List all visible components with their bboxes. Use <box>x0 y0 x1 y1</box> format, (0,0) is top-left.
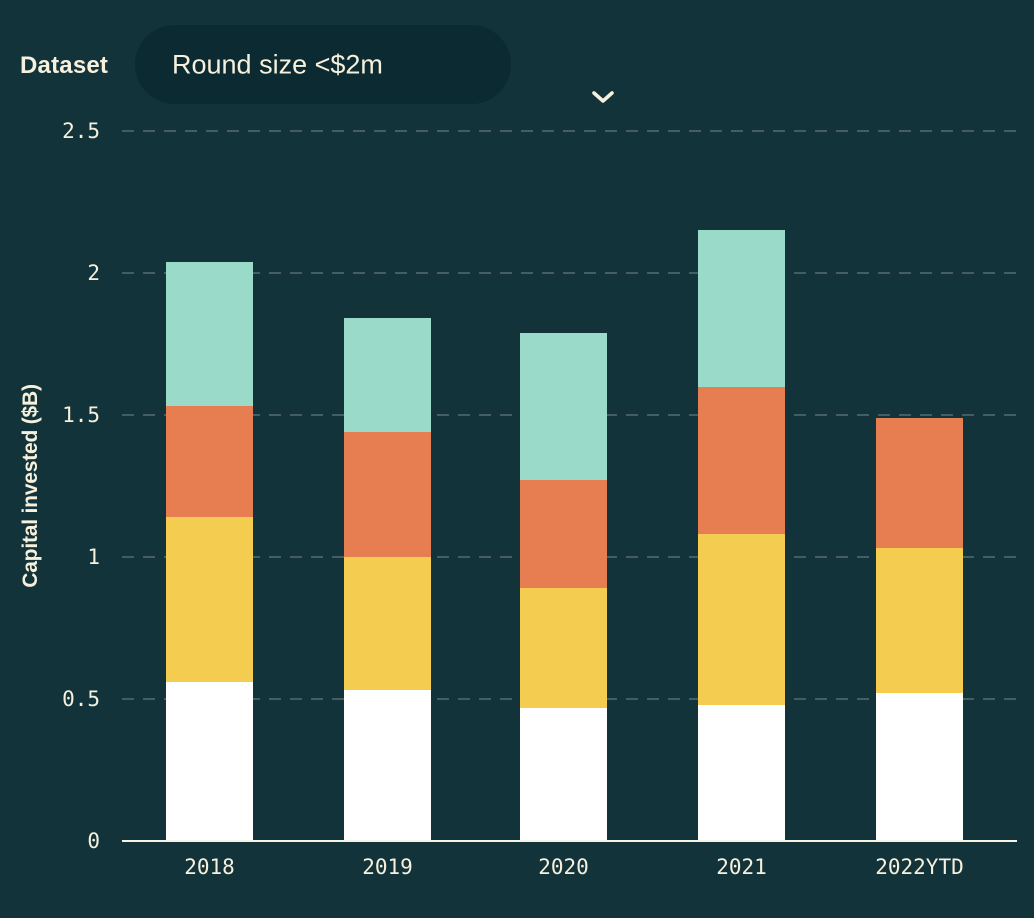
bar-2021-segment-yellow <box>698 534 785 705</box>
dataset-dropdown-value: Round size <$2m <box>172 49 383 79</box>
bar-2020-segment-teal <box>520 332 607 481</box>
bar-2020-segment-orange <box>520 480 607 589</box>
bar-2018-segment-orange <box>166 406 253 518</box>
bar-2022YTD-segment-yellow <box>876 548 963 694</box>
bar-2021-segment-white <box>698 704 785 841</box>
y-tick-label: 0.5 <box>62 687 100 711</box>
dataset-label: Dataset <box>20 52 109 79</box>
bar-2020-segment-yellow <box>520 588 607 708</box>
bar-2019-segment-teal <box>344 318 431 433</box>
gridline-2.5 <box>122 130 1017 132</box>
bar-2021-segment-orange <box>698 386 785 535</box>
bar-2018-segment-white <box>166 681 253 841</box>
x-tick-label-2021: 2021 <box>716 855 767 879</box>
bar-2022YTD-segment-white <box>876 693 963 841</box>
x-axis-line <box>122 840 1017 842</box>
bar-2019-segment-yellow <box>344 557 431 691</box>
bar-2022YTD-segment-orange <box>876 417 963 549</box>
bar-2021-segment-teal <box>698 230 785 387</box>
bar-2018-segment-teal <box>166 261 253 407</box>
chevron-down-icon <box>592 91 614 103</box>
x-tick-label-2018: 2018 <box>184 855 235 879</box>
bar-2019-segment-orange <box>344 432 431 557</box>
x-tick-label-2020: 2020 <box>538 855 589 879</box>
y-tick-label: 2 <box>87 261 100 285</box>
y-tick-label: 1.5 <box>62 403 100 427</box>
y-tick-label: 1 <box>87 545 100 569</box>
x-tick-label-2019: 2019 <box>362 855 413 879</box>
bar-2019-segment-white <box>344 690 431 841</box>
gridline-2 <box>122 272 1017 274</box>
x-tick-label-2022YTD: 2022YTD <box>875 855 964 879</box>
bar-2018-segment-yellow <box>166 517 253 682</box>
y-tick-label: 0 <box>87 829 100 853</box>
y-tick-label: 2.5 <box>62 119 100 143</box>
bar-2020-segment-white <box>520 707 607 841</box>
dataset-dropdown[interactable]: Round size <$2m <box>135 25 614 104</box>
